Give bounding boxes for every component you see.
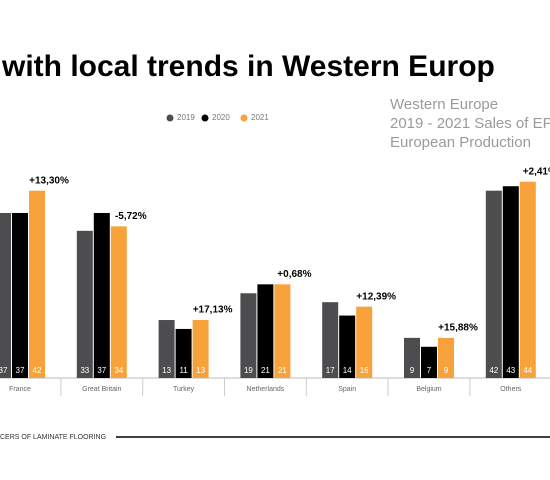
value-label: 9	[410, 366, 415, 375]
value-label: 19	[244, 366, 253, 375]
x-tick-label: Spain	[338, 386, 356, 393]
value-label: 42	[33, 366, 42, 375]
annotation: +15,88%	[438, 323, 478, 334]
value-label: 42	[489, 366, 498, 375]
value-label: 7	[427, 366, 432, 375]
value-label: 13	[196, 366, 205, 375]
bar	[0, 212, 11, 378]
bar	[240, 293, 257, 378]
bar	[485, 190, 502, 378]
bar	[76, 230, 93, 378]
bar	[29, 190, 45, 378]
annotation: +12,39%	[356, 291, 396, 302]
legend-marker	[201, 114, 209, 122]
x-tick-label: Belgium	[416, 386, 441, 393]
bar	[158, 320, 175, 378]
bar	[192, 320, 209, 378]
x-tick-label: Great Britain	[82, 386, 121, 393]
bar	[175, 328, 192, 378]
annotation: +13,30%	[29, 175, 69, 186]
legend-marker	[240, 114, 248, 122]
value-label: 17	[326, 366, 335, 375]
value-label: 33	[80, 366, 89, 375]
legend-label: 2021	[251, 113, 269, 122]
bar	[257, 284, 274, 378]
bar	[502, 186, 519, 378]
x-tick-label: France	[9, 386, 31, 393]
subtitle: Western Europe	[390, 96, 498, 113]
value-label: 9	[444, 366, 449, 375]
bar	[322, 302, 339, 378]
value-label: 11	[179, 366, 188, 375]
bar	[519, 181, 536, 378]
x-tick-label: Turkey	[173, 386, 195, 393]
bar	[93, 212, 110, 378]
value-label: 16	[360, 366, 369, 375]
value-label: 21	[261, 366, 270, 375]
value-label: 21	[278, 366, 287, 375]
bar	[339, 315, 356, 378]
legend-marker	[166, 114, 174, 122]
annotation: +17,13%	[193, 305, 233, 316]
value-label: 14	[343, 366, 352, 375]
annotation: -5,72%	[115, 211, 147, 222]
value-label: 44	[523, 366, 532, 375]
value-label: 37	[16, 366, 25, 375]
bar	[356, 306, 373, 378]
bar	[274, 284, 291, 378]
subtitle: 2019 - 2021 Sales of EP	[390, 115, 550, 132]
annotation: +2,41%	[523, 166, 550, 177]
annotation: +0,68%	[277, 269, 311, 280]
value-label: 43	[506, 366, 515, 375]
value-label: 34	[114, 366, 123, 375]
value-label: 13	[162, 366, 171, 375]
legend-label: 2020	[212, 113, 230, 122]
legend-label: 2019	[177, 113, 195, 122]
subtitle: European Production	[390, 134, 531, 151]
chart-title: with local trends in Western Europ	[1, 50, 495, 83]
bar	[12, 212, 28, 378]
x-tick-label: Netherlands	[247, 386, 285, 393]
x-tick-label: Others	[500, 386, 522, 393]
value-label: 37	[97, 366, 106, 375]
bar	[110, 226, 127, 378]
bar	[404, 337, 420, 378]
value-label: 37	[0, 366, 8, 375]
bar	[438, 337, 454, 378]
footer: CERS OF LAMINATE FLOORING	[0, 434, 106, 441]
bar	[421, 346, 437, 378]
